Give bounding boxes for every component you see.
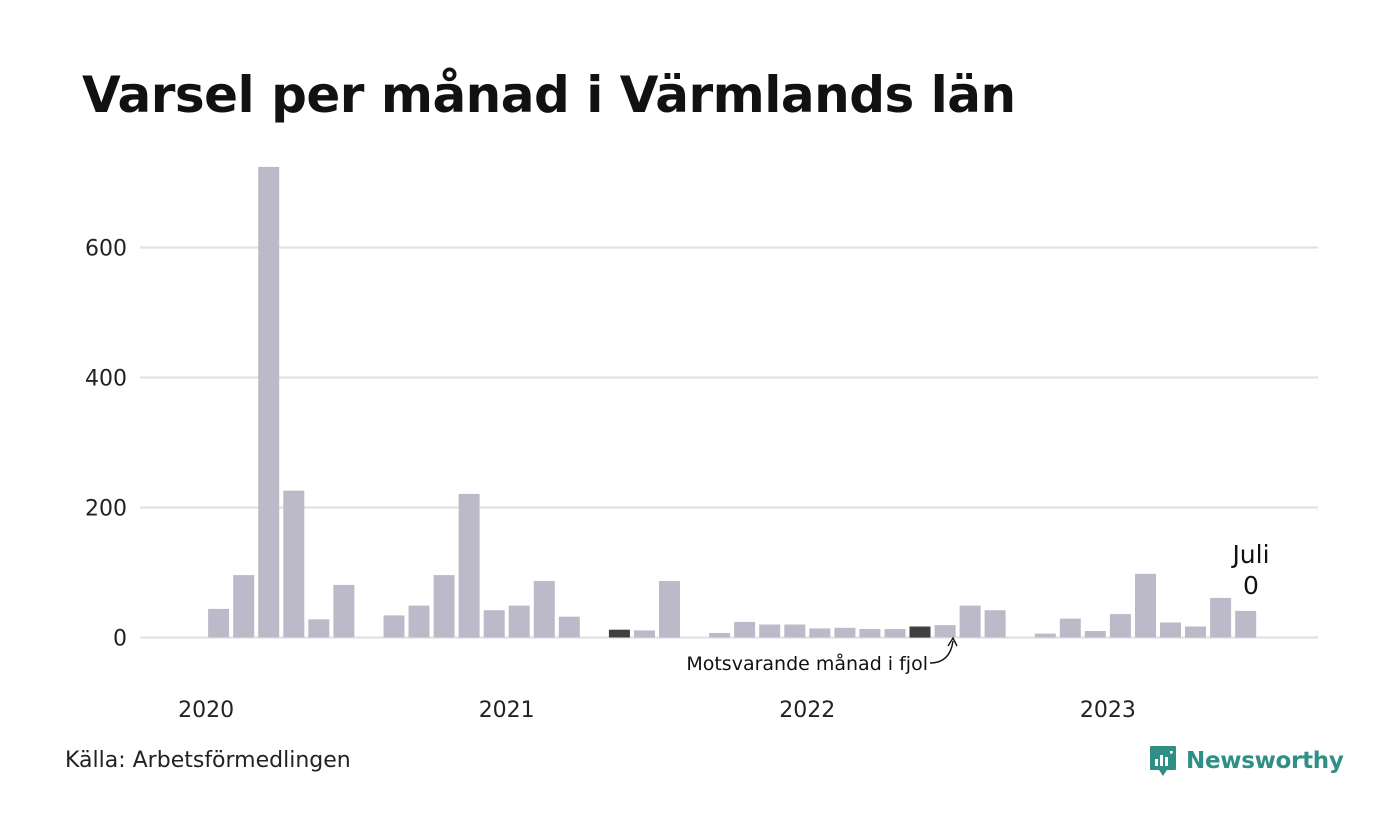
bar-2023-01 <box>1059 618 1081 638</box>
bar-2021-11 <box>709 633 731 638</box>
bar-2021-03 <box>508 605 530 638</box>
bar-2022-07 <box>909 626 931 638</box>
latest-month-label: Juli <box>1230 540 1269 569</box>
newsworthy-logo-icon <box>1150 746 1176 776</box>
bar-2020-10 <box>383 615 405 638</box>
bar-2020-05 <box>258 166 280 638</box>
brand-name: Newsworthy <box>1186 748 1344 774</box>
bar-2020-06 <box>283 490 305 638</box>
bar-2022-05 <box>859 629 881 638</box>
bar-2021-09 <box>659 581 680 638</box>
bar-2021-12 <box>734 621 756 638</box>
bar-2020-07 <box>308 619 330 638</box>
bar-2023-03 <box>1109 614 1131 638</box>
bar-2021-08 <box>634 630 655 638</box>
x-axis-year-labels: 2020 2021 2022 2023 <box>178 698 1136 723</box>
bar-chart: 0 200 400 600 2020 2021 2022 2023 Motsvarande … <box>85 166 1318 723</box>
annotation-arrow <box>929 640 954 664</box>
y-axis-ticks: 0 200 400 600 <box>85 237 127 652</box>
bar-2022-04 <box>834 627 856 638</box>
x-tick-label-2020: 2020 <box>178 698 234 723</box>
bar-2020-04 <box>233 575 255 638</box>
bar-2022-09 <box>959 605 981 638</box>
x-tick-label-2021: 2021 <box>479 698 535 723</box>
bar-2023-04 <box>1135 573 1156 638</box>
bar-2020-11 <box>408 605 430 638</box>
bar-2021-05 <box>558 616 580 638</box>
bar-2022-08 <box>934 625 956 638</box>
bar-2023-05 <box>1160 622 1181 638</box>
annotation-arrowhead <box>947 636 958 647</box>
bar-2020-08 <box>333 584 355 638</box>
latest-value: 0 <box>1243 571 1259 600</box>
x-tick-label-2023: 2023 <box>1080 698 1136 723</box>
y-tick-label-600: 600 <box>85 237 127 262</box>
bar-2021-04 <box>533 581 555 638</box>
bar-2023-07 <box>1210 597 1232 638</box>
y-tick-label-400: 400 <box>85 367 127 392</box>
bar-2022-03 <box>809 628 831 638</box>
annotation-label: Motsvarande månad i fjol <box>686 652 928 675</box>
bar-2021-02 <box>483 610 505 638</box>
bar-2022-02 <box>784 624 806 638</box>
bar-undefined <box>1235 610 1257 638</box>
bar-2022-10 <box>984 610 1006 638</box>
bar-2021-07 <box>608 629 630 638</box>
bar-2022-01 <box>759 624 781 638</box>
annotation: Motsvarande månad i fjol <box>686 636 958 675</box>
bar-2022-06 <box>884 629 906 638</box>
x-tick-label-2022: 2022 <box>779 698 835 723</box>
bar-2020-12 <box>433 575 455 638</box>
latest-value-label: Juli 0 <box>1230 540 1269 600</box>
bar-2022-12 <box>1034 633 1056 638</box>
bar-2023-02 <box>1084 631 1106 638</box>
bar-2021-01 <box>458 493 480 638</box>
source-credit: Källa: Arbetsförmedlingen <box>65 748 351 773</box>
bar-2023-06 <box>1185 626 1206 638</box>
y-tick-label-200: 200 <box>85 497 127 522</box>
bar-2020-03 <box>208 608 230 638</box>
bars <box>208 166 1257 638</box>
page-title: Varsel per månad i Värmlands län <box>82 66 1016 124</box>
y-tick-label-0: 0 <box>113 627 127 652</box>
brand-logo: Newsworthy <box>1148 744 1344 778</box>
